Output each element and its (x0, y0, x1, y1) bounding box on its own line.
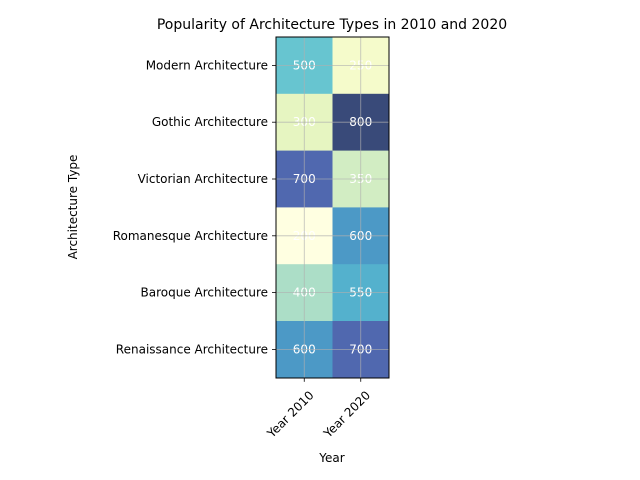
y-tick-label: Victorian Architecture (138, 172, 268, 186)
y-tick-label: Renaissance Architecture (116, 342, 268, 356)
y-tick-label: Modern Architecture (146, 58, 268, 72)
x-axis-label: Year (318, 451, 344, 465)
y-axis-label: Architecture Type (66, 155, 80, 260)
y-tick-label: Baroque Architecture (141, 286, 268, 300)
x-tick-label: Year 2010 (264, 388, 317, 441)
plot-frame (275, 36, 390, 379)
chart-title: Popularity of Architecture Types in 2010… (157, 17, 507, 33)
y-axis-ticks: Modern Architecture Gothic Architecture Vi… (113, 58, 276, 356)
heatmap-cells (276, 37, 390, 379)
x-tick-label: Year 2020 (320, 388, 373, 441)
x-axis-ticks: Year 2010 Year 2020 (264, 377, 373, 441)
heatmap-grid (276, 37, 389, 378)
y-tick-label: Gothic Architecture (152, 115, 268, 129)
y-tick-label: Romanesque Architecture (113, 229, 268, 243)
